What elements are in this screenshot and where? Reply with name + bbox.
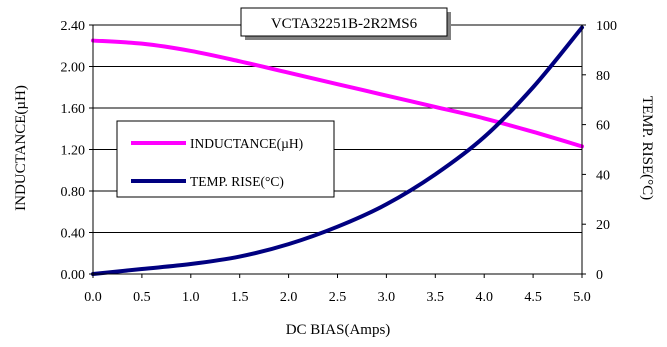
y-left-tick-label: 0.00 [61,268,86,283]
y-axis-right-title: TEMP. RISE(°C) [639,96,655,200]
y-left-tick-label: 2.00 [61,61,86,76]
legend-label-inductance: INDUCTANCE(µH) [190,136,303,151]
chart-title: VCTA32251B-2R2MS6 [271,16,418,32]
chart-title-box: VCTA32251B-2R2MS6 [240,7,451,40]
x-tick-label: 3.0 [378,290,396,305]
x-tick-label: 2.5 [329,290,347,305]
y-right-tick-label: 20 [596,218,610,233]
title-frame [240,7,448,37]
y-right-tick-label: 80 [596,69,610,84]
x-tick-label: 4.0 [475,290,493,305]
legend: INDUCTANCE(µH) TEMP. RISE(°C) [116,120,335,198]
x-tick-label: 3.5 [427,290,445,305]
x-tick-label: 1.5 [231,290,249,305]
y-right-tick-label: 100 [596,19,617,34]
y-left-tick-label: 0.40 [61,227,86,242]
legend-box [116,120,335,198]
y-axis-left-title: INDUCTANCE(µH) [13,85,29,211]
series-layer [91,25,584,276]
y-left-tick-label: 1.60 [61,102,86,117]
legend-label-temp-rise: TEMP. RISE(°C) [190,174,284,189]
y-left-tick-label: 2.40 [61,19,86,34]
y-right-tick-label: 40 [596,168,610,183]
y-left-tick-label: 0.80 [61,185,86,200]
y-right-tick-label: 60 [596,119,610,134]
y-right-tick-label: 0 [596,268,603,283]
y-left-tick-label: 1.20 [61,144,86,159]
x-axis-title: DC BIAS(Amps) [286,322,391,338]
x-tick-label: 0.5 [133,290,151,305]
x-tick-label: 2.0 [280,290,298,305]
x-tick-label: 4.5 [524,290,542,305]
x-tick-label: 0.0 [84,290,102,305]
series-line-temp-rise [91,25,584,276]
tick-layer: 0.00 0.40 0.80 1.20 1.60 2.00 2.40 0 20 40 60 80 100… [61,19,618,305]
x-tick-label: 1.0 [182,290,200,305]
x-tick-label: 5.0 [573,290,591,305]
